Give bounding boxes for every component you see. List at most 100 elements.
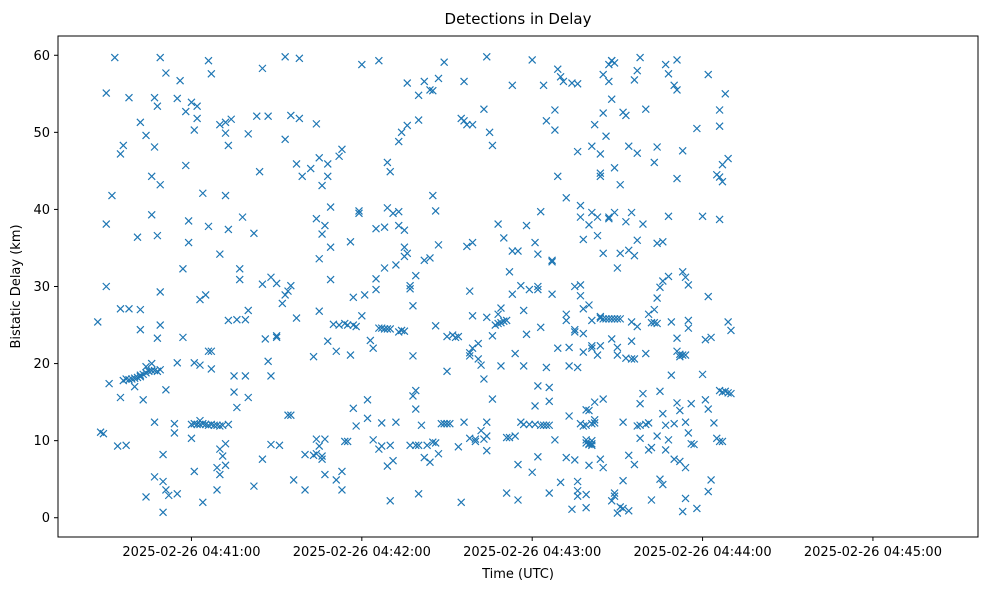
data-point-marker [232, 403, 241, 412]
data-point-marker [343, 321, 352, 329]
data-point-marker [658, 277, 667, 286]
data-point-marker [295, 114, 304, 123]
data-point-marker [653, 239, 662, 248]
data-point-marker [644, 310, 653, 319]
data-point-marker [704, 405, 713, 413]
data-point-marker [318, 181, 326, 190]
data-point-marker [553, 65, 562, 74]
data-point-marker [372, 224, 380, 233]
data-point-marker [187, 434, 196, 443]
data-point-marker [707, 333, 716, 342]
data-point-marker [675, 406, 684, 415]
data-point-marker [196, 361, 204, 370]
data-point-marker [173, 358, 182, 367]
data-point-marker [204, 56, 213, 65]
y-tick-label: 30 [33, 280, 50, 295]
data-point-marker [338, 145, 346, 154]
data-point-marker [315, 153, 324, 162]
data-point-marker [267, 440, 275, 449]
data-point-marker [650, 305, 659, 314]
data-point-marker [596, 169, 605, 178]
data-point-marker [423, 441, 432, 450]
data-point-marker [599, 70, 608, 79]
data-point-marker [116, 393, 125, 402]
data-point-marker [406, 284, 415, 293]
data-point-marker [170, 429, 179, 437]
data-point-marker [636, 399, 645, 408]
data-point-marker [616, 180, 625, 189]
data-point-marker [284, 411, 292, 420]
data-point-marker [440, 58, 449, 67]
data-point-marker [630, 460, 639, 469]
data-point-marker [278, 299, 287, 308]
data-point-marker [474, 355, 483, 363]
data-point-marker [352, 422, 361, 430]
data-point-marker [553, 344, 562, 353]
data-point-marker [374, 56, 383, 65]
data-point-marker [318, 230, 326, 239]
data-point-marker [519, 420, 528, 429]
data-point-marker [272, 279, 281, 288]
data-point-marker [224, 141, 233, 150]
data-point-marker [604, 60, 613, 69]
data-point-marker [426, 254, 434, 262]
data-point-marker [386, 324, 395, 333]
data-point-marker [411, 405, 420, 413]
data-point-marker [715, 215, 724, 224]
data-point-marker [562, 453, 571, 462]
data-point-marker [284, 287, 292, 296]
data-point-marker [326, 203, 335, 212]
data-point-marker [579, 422, 588, 430]
data-point-marker [613, 351, 622, 360]
data-point-marker [519, 361, 528, 370]
data-point-marker [125, 304, 133, 313]
data-point-marker [320, 221, 329, 230]
data-point-marker [420, 77, 429, 86]
data-point-marker [610, 59, 619, 67]
y-tick-label: 20 [33, 357, 50, 372]
data-point-marker [721, 89, 730, 98]
data-point-marker [488, 141, 497, 150]
data-point-marker [406, 281, 415, 290]
data-point-marker [644, 419, 653, 427]
data-point-marker [488, 395, 497, 403]
data-point-marker [715, 173, 724, 181]
data-point-marker [281, 291, 290, 299]
data-point-marker [457, 498, 466, 507]
y-tick-label: 60 [33, 49, 50, 64]
data-point-marker [130, 382, 139, 391]
data-point-marker [281, 135, 290, 144]
data-point-marker [431, 321, 440, 330]
data-point-marker [718, 177, 727, 186]
data-point-marker [499, 317, 508, 326]
data-point-marker [187, 420, 196, 429]
data-point-marker [119, 141, 128, 150]
data-point-marker [550, 106, 559, 114]
data-point-marker [454, 332, 463, 341]
data-point-marker [525, 285, 534, 294]
data-point-marker [718, 160, 727, 169]
data-point-marker [468, 344, 477, 353]
data-point-marker [724, 388, 733, 397]
data-point-marker [366, 336, 375, 345]
data-point-marker [346, 237, 355, 246]
data-point-marker [536, 421, 545, 430]
data-point-marker [593, 213, 602, 222]
data-point-marker [565, 412, 574, 420]
data-point-marker [533, 285, 542, 294]
data-point-marker [568, 505, 576, 514]
data-point-marker [633, 149, 642, 158]
data-point-marker [315, 254, 324, 263]
data-point-marker [142, 492, 150, 501]
data-point-marker [190, 467, 199, 476]
data-point-marker [587, 208, 596, 217]
data-point-marker [590, 419, 599, 427]
data-point-marker [619, 476, 627, 485]
data-point-marker [181, 161, 190, 170]
data-point-marker [624, 142, 633, 151]
data-point-marker [156, 287, 165, 296]
data-point-marker [604, 314, 613, 323]
data-point-marker [514, 460, 522, 469]
data-point-marker [684, 429, 693, 437]
data-point-marker [213, 463, 221, 472]
